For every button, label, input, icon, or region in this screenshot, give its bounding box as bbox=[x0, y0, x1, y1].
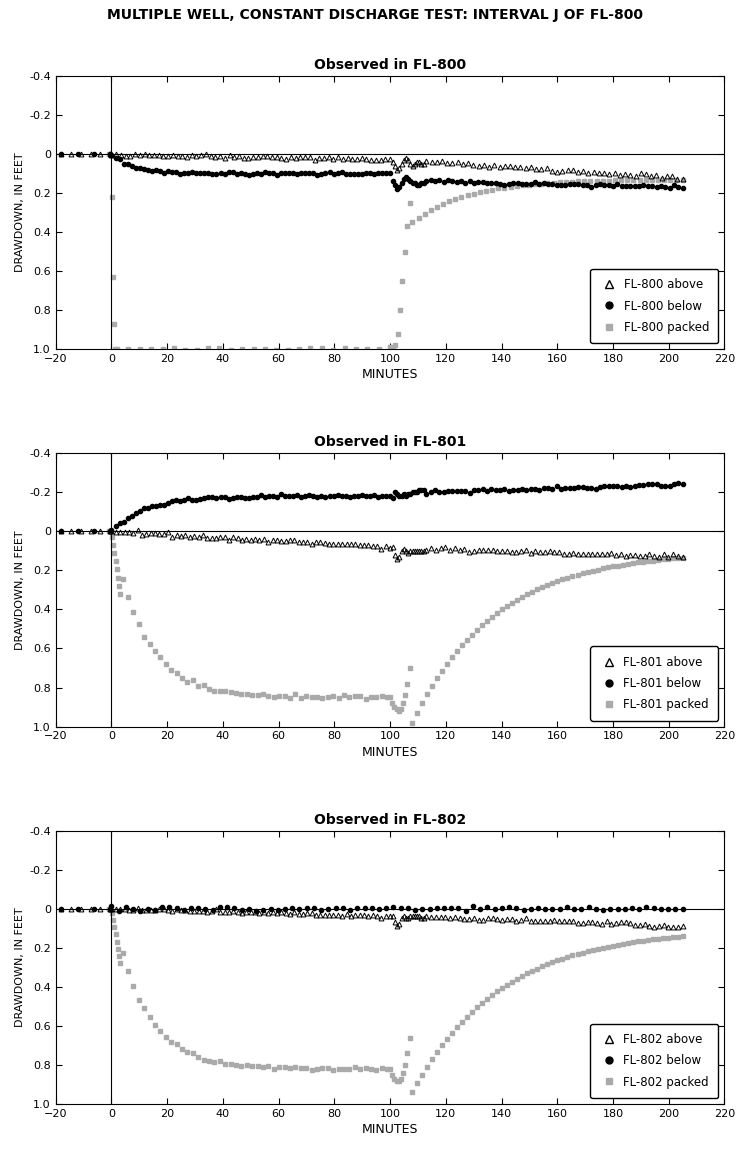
Y-axis label: DRAWDOWN, IN FEET: DRAWDOWN, IN FEET bbox=[15, 153, 25, 273]
Y-axis label: DRAWDOWN, IN FEET: DRAWDOWN, IN FEET bbox=[15, 907, 25, 1027]
Title: Observed in FL-800: Observed in FL-800 bbox=[314, 58, 466, 71]
Text: MULTIPLE WELL, CONSTANT DISCHARGE TEST: INTERVAL J OF FL-800: MULTIPLE WELL, CONSTANT DISCHARGE TEST: … bbox=[107, 8, 643, 22]
Title: Observed in FL-801: Observed in FL-801 bbox=[314, 435, 466, 449]
X-axis label: MINUTES: MINUTES bbox=[362, 746, 419, 759]
Legend: FL-800 above, FL-800 below, FL-800 packed: FL-800 above, FL-800 below, FL-800 packe… bbox=[590, 269, 718, 343]
Y-axis label: DRAWDOWN, IN FEET: DRAWDOWN, IN FEET bbox=[15, 531, 25, 649]
Title: Observed in FL-802: Observed in FL-802 bbox=[314, 813, 466, 826]
X-axis label: MINUTES: MINUTES bbox=[362, 1123, 419, 1136]
X-axis label: MINUTES: MINUTES bbox=[362, 368, 419, 381]
Legend: FL-801 above, FL-801 below, FL-801 packed: FL-801 above, FL-801 below, FL-801 packe… bbox=[590, 646, 718, 721]
Legend: FL-802 above, FL-802 below, FL-802 packed: FL-802 above, FL-802 below, FL-802 packe… bbox=[590, 1023, 718, 1098]
